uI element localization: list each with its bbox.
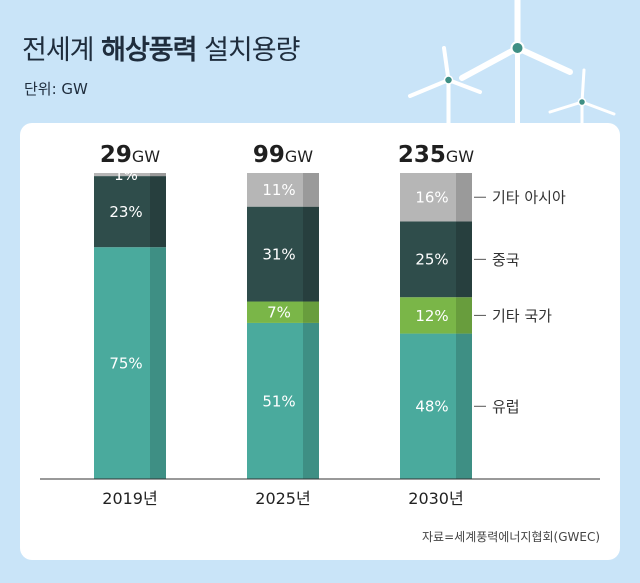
wind-turbine-icon xyxy=(408,46,482,125)
bar-segment xyxy=(247,206,303,302)
data-label: 51% xyxy=(262,392,295,410)
title-pre: 전세계 xyxy=(22,35,102,66)
total-label: 99GW xyxy=(253,142,313,168)
total-label: 29GW xyxy=(100,142,160,168)
data-label: 48% xyxy=(415,398,448,416)
bar-segment-side xyxy=(150,173,166,177)
bar-segment xyxy=(400,333,456,479)
bar-segment xyxy=(247,322,303,479)
bar-segment xyxy=(94,247,150,479)
data-label: 25% xyxy=(415,251,448,269)
bar-segment xyxy=(400,221,456,298)
bar-segment xyxy=(247,173,303,207)
data-label: 1% xyxy=(114,166,138,184)
legend-entry: 기타 국가 xyxy=(492,307,552,325)
wind-turbine-illustration xyxy=(408,0,616,125)
bar-segment-side xyxy=(150,247,166,479)
wind-turbine-icon xyxy=(459,0,573,125)
bar-segment-side xyxy=(303,301,319,323)
bar-segment-side xyxy=(303,173,319,207)
data-label: 16% xyxy=(415,189,448,207)
bar-segment-side xyxy=(456,297,472,334)
title-bold: 해상풍력 xyxy=(101,35,197,66)
data-label: 12% xyxy=(415,307,448,325)
category-label: 2030년 xyxy=(408,489,463,508)
bar-segment-side xyxy=(456,221,472,298)
total-value: 99 xyxy=(253,142,285,168)
total-value: 29 xyxy=(100,142,132,168)
total-unit: GW xyxy=(285,147,313,166)
data-label: 23% xyxy=(109,203,142,221)
bar-segment-side xyxy=(456,173,472,222)
wind-turbine-icon xyxy=(548,68,616,125)
title-post: 설치용량 xyxy=(196,35,300,66)
data-label: 11% xyxy=(262,181,295,199)
unit-label: 단위: GW xyxy=(24,80,88,98)
bar-segment-side xyxy=(150,176,166,248)
bar-segment xyxy=(94,176,150,248)
bar-segment-side xyxy=(303,322,319,479)
legend-entry: 유럽 xyxy=(492,398,520,416)
category-label: 2025년 xyxy=(255,489,310,508)
data-label: 7% xyxy=(267,304,291,322)
total-unit: GW xyxy=(446,147,474,166)
bar-segment-side xyxy=(303,206,319,302)
data-label: 75% xyxy=(109,354,142,372)
legend-entry: 기타 아시아 xyxy=(492,189,566,207)
category-label: 2019년 xyxy=(102,489,157,508)
legend-entry: 중국 xyxy=(492,251,520,269)
bar-segment xyxy=(94,173,150,177)
source-note: 자료=세계풍력에너지협회(GWEC) xyxy=(422,530,600,544)
labels-layer: 75%23%1%2019년29GW51%7%31%11%2025년99GW48%… xyxy=(100,142,566,508)
total-label: 235GW xyxy=(398,142,474,168)
bar-segment xyxy=(400,297,456,334)
bar-segment xyxy=(400,173,456,222)
bar-segment-side xyxy=(456,333,472,479)
total-unit: GW xyxy=(132,147,160,166)
bars-layer xyxy=(94,173,472,479)
data-label: 31% xyxy=(262,245,295,263)
chart-title: 전세계 해상풍력 설치용량 xyxy=(22,28,300,67)
bar-segment xyxy=(247,301,303,323)
total-value: 235 xyxy=(398,142,446,168)
